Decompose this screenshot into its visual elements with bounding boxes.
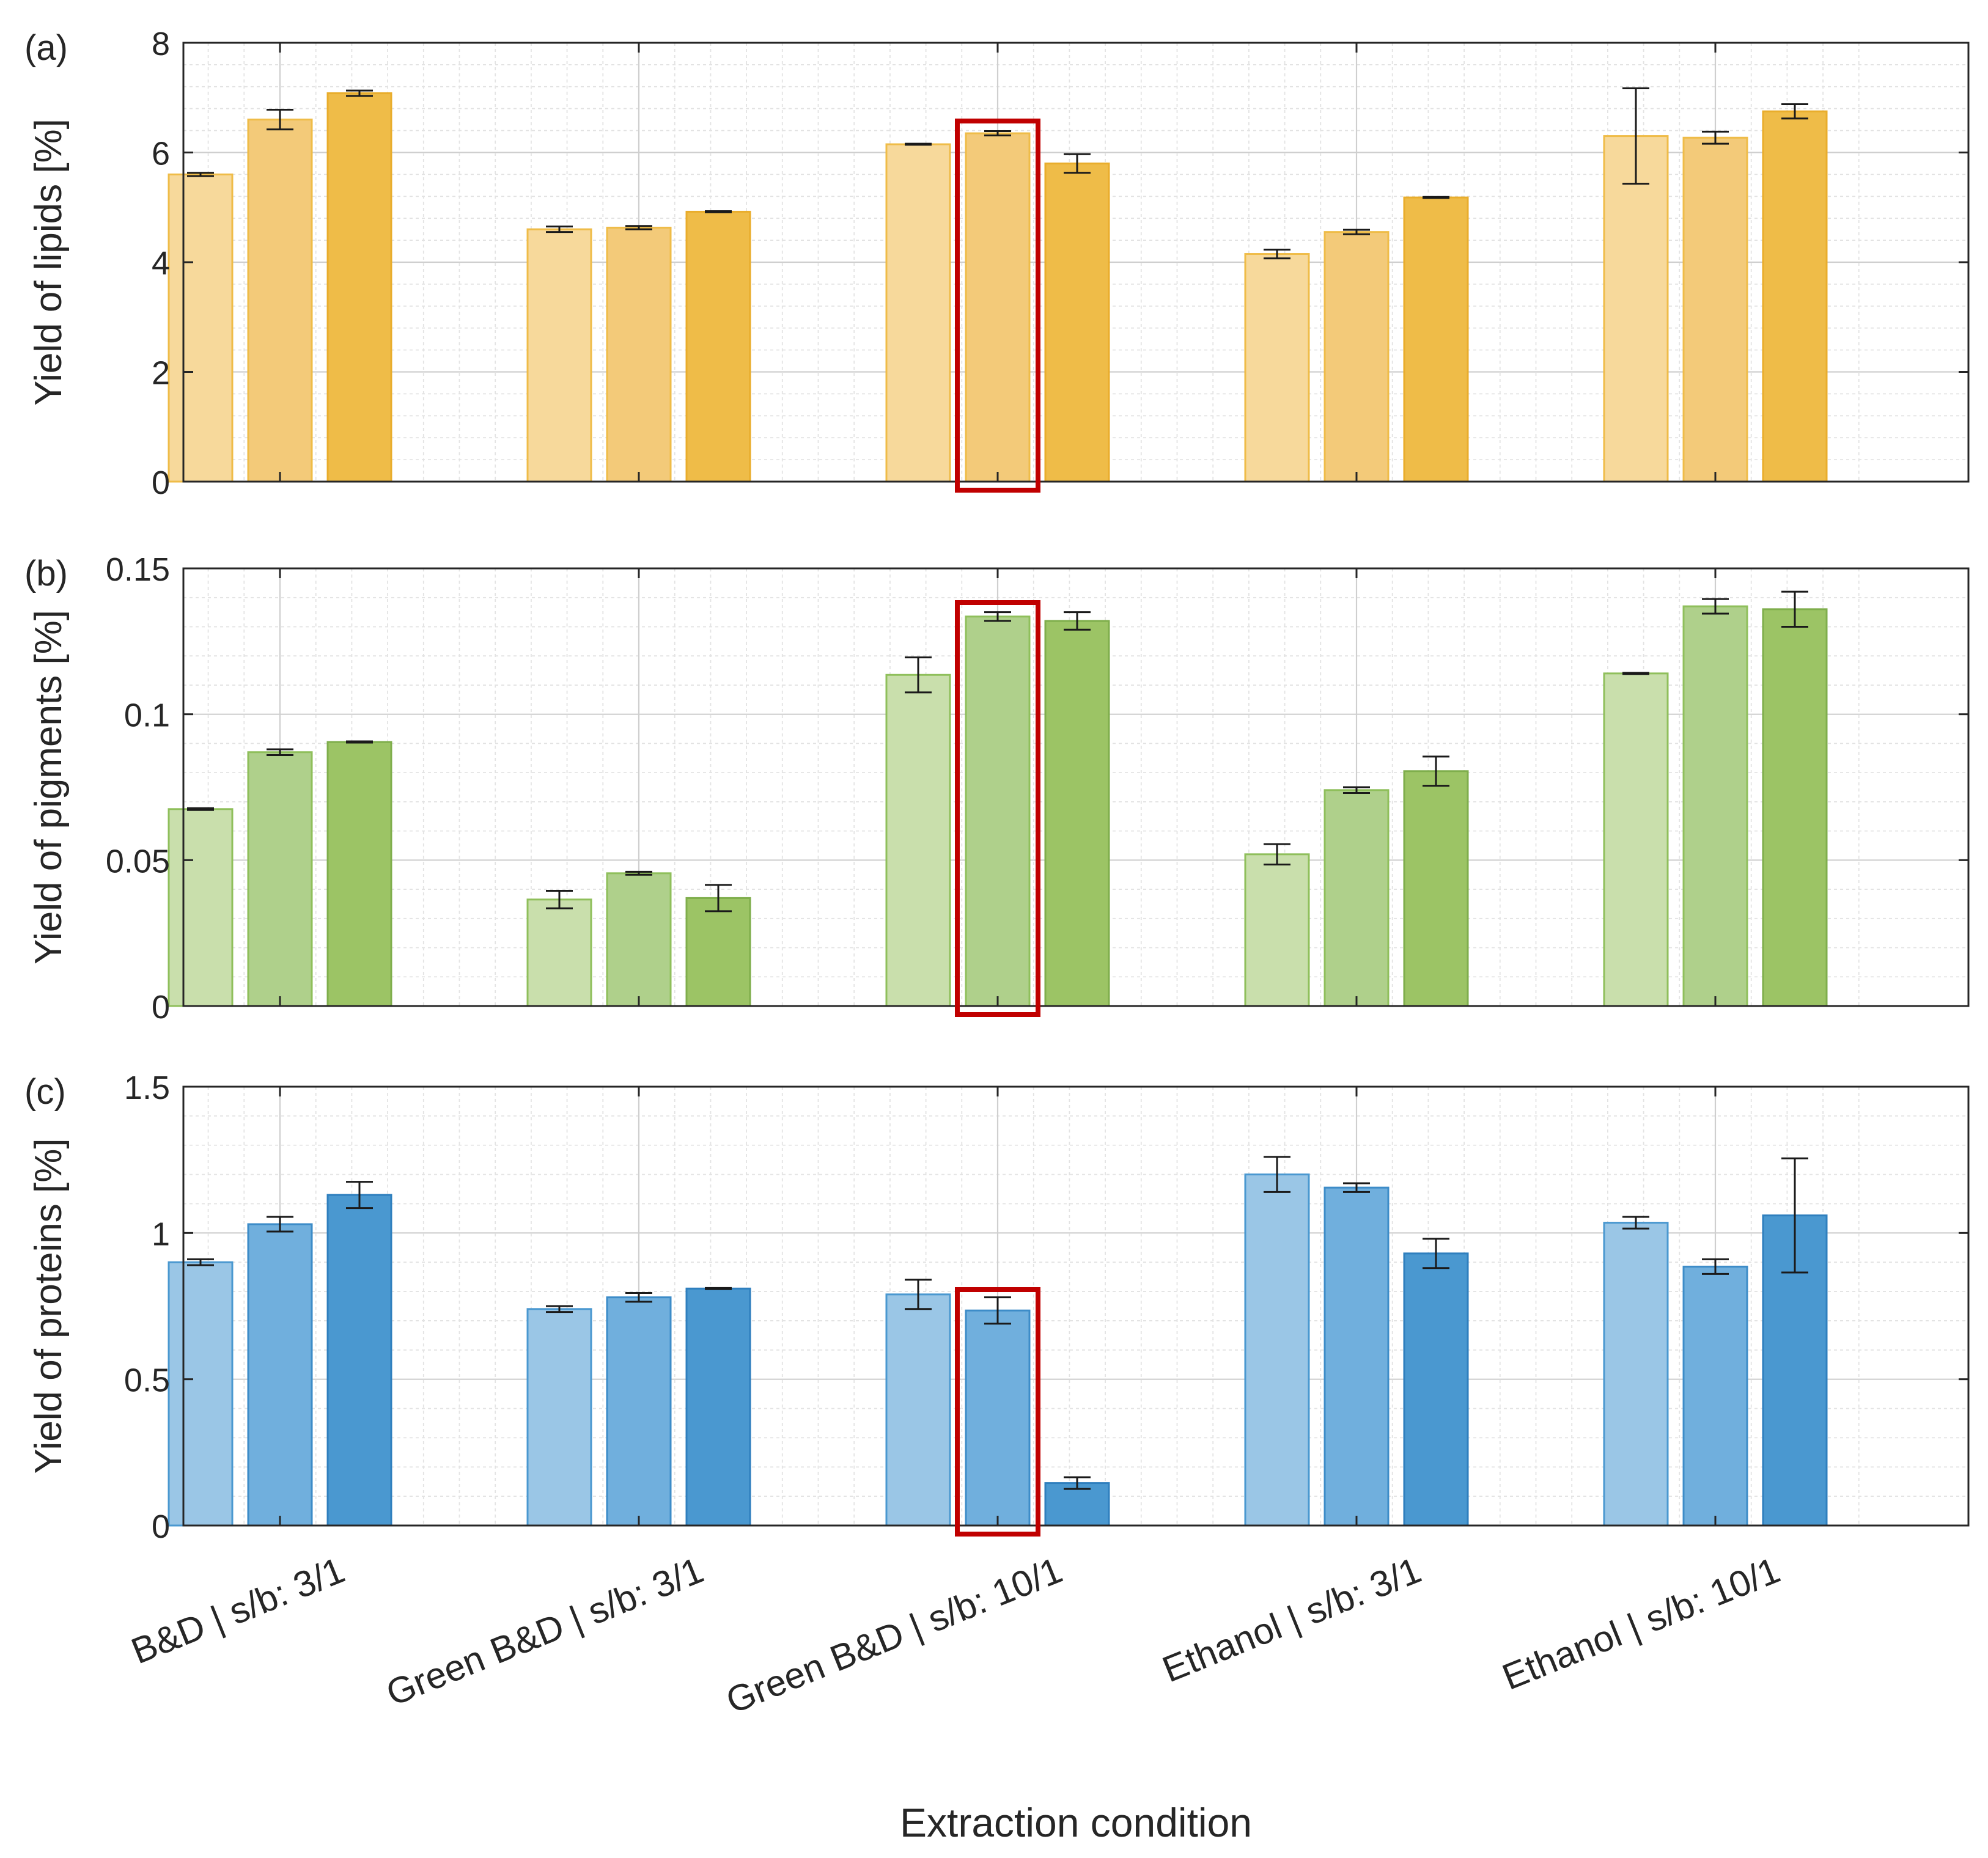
bar <box>1682 1265 1748 1527</box>
y-tick-label: 0.15 <box>106 551 170 588</box>
y-axis-label: Yield of proteins [%] <box>28 1138 70 1474</box>
axes-box <box>182 1085 1970 1527</box>
chart-panel-3: 0 0.5 1 1.5 Yield of proteins [%] (c) <box>24 1070 1970 1545</box>
bar <box>1044 620 1110 1007</box>
highlight-frame <box>955 119 1040 493</box>
y-tick-label: 2 <box>152 355 170 392</box>
bar <box>326 1194 392 1527</box>
bar <box>168 1261 234 1527</box>
panel-label: (b) <box>24 554 68 593</box>
y-tick-label: 0 <box>152 464 170 501</box>
bar <box>247 1223 313 1527</box>
bar <box>326 741 392 1007</box>
bar <box>965 615 1031 1007</box>
bar <box>1603 135 1669 483</box>
bar <box>1682 605 1748 1007</box>
y-tick-label: 0 <box>152 989 170 1026</box>
bar <box>526 898 592 1007</box>
highlight-frame <box>955 600 1040 1017</box>
y-tick-label: 0.1 <box>124 697 170 734</box>
bar <box>1403 1252 1469 1527</box>
y-tick-label: 4 <box>152 245 170 282</box>
bar <box>526 228 592 483</box>
y-tick-label: 8 <box>152 26 170 62</box>
bar <box>247 119 313 483</box>
chart-panel-2: 0 0.05 0.1 0.15 Yield of pigments [%] (b) <box>24 551 1970 1026</box>
bar <box>1403 196 1469 483</box>
bar <box>1044 162 1110 483</box>
bar <box>1403 770 1469 1007</box>
axes-box <box>182 567 1970 1007</box>
bar <box>1682 136 1748 483</box>
bar <box>526 1308 592 1527</box>
bar <box>1323 231 1390 483</box>
chart-panel-1: 0 2 4 6 8 Yield of lipids [%] (a) <box>24 26 1970 501</box>
bar <box>606 226 672 483</box>
bar <box>685 210 751 483</box>
y-axis-label: Yield of pigments [%] <box>28 610 70 964</box>
bar <box>1244 253 1310 483</box>
bar <box>685 897 751 1007</box>
y-tick-label: 1.5 <box>124 1070 170 1106</box>
chart-panels: 0 2 4 6 8 Yield of lipids [%] (a) 0 0.05 0.1 0.15 Y… <box>24 26 1970 1545</box>
bar <box>885 674 951 1007</box>
x-axis-label: Extraction condition <box>900 1800 1252 1845</box>
bar <box>1244 1173 1310 1527</box>
y-axis-label: Yield of lipids [%] <box>28 119 70 406</box>
y-tick-label: 1 <box>152 1216 170 1252</box>
bar <box>326 92 392 483</box>
panel-label: (c) <box>24 1072 66 1112</box>
bar <box>1244 853 1310 1007</box>
y-tick-label: 6 <box>152 136 170 172</box>
bar <box>1762 110 1828 483</box>
bar <box>606 1296 672 1527</box>
bar <box>168 808 234 1007</box>
y-tick-label: 0.5 <box>124 1362 170 1399</box>
bar <box>1603 1222 1669 1527</box>
highlight-frames <box>955 119 1040 1537</box>
bar <box>247 751 313 1007</box>
bar <box>685 1287 751 1527</box>
bar <box>606 872 672 1007</box>
bar <box>965 1309 1031 1527</box>
bar <box>1323 1186 1390 1527</box>
y-tick-label: 0 <box>152 1508 170 1545</box>
panel-label: (a) <box>24 28 68 68</box>
highlight-frame <box>955 1287 1040 1537</box>
bar <box>885 143 951 483</box>
bar <box>168 173 234 483</box>
bar <box>885 1293 951 1527</box>
plot-area <box>183 1087 1968 1526</box>
bar <box>1323 789 1390 1007</box>
y-tick-label: 0.05 <box>106 843 170 879</box>
bar <box>1603 672 1669 1007</box>
bar <box>1762 608 1828 1007</box>
bar <box>965 132 1031 483</box>
